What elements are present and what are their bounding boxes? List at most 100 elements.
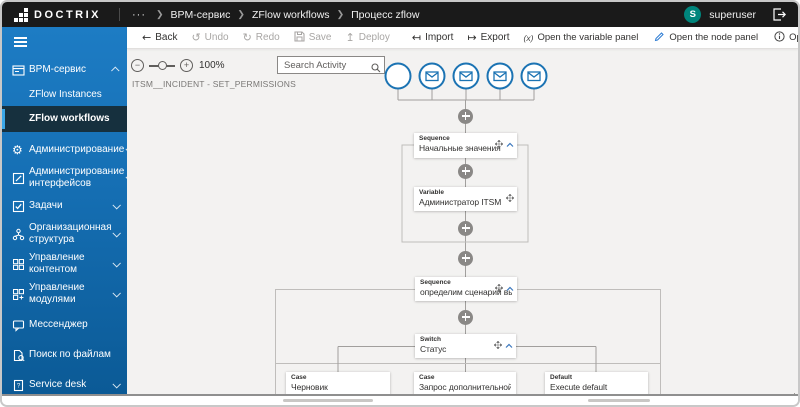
- pencil-icon: [654, 31, 665, 45]
- chevron-down-icon: [112, 229, 122, 238]
- node-case-2[interactable]: Case Запрос дополнительной и...: [414, 372, 516, 394]
- messenger-icon: [12, 319, 29, 332]
- zoom-slider-knob[interactable]: [158, 60, 167, 70]
- sidebar-item-tasks[interactable]: Задачи: [2, 193, 127, 219]
- collapse-icon[interactable]: [506, 135, 514, 153]
- resize-grip[interactable]: [791, 393, 795, 394]
- collapse-icon[interactable]: [506, 279, 514, 297]
- avatar[interactable]: S: [684, 6, 702, 23]
- open-workflow-panel-button[interactable]: Open the workflow panel: [767, 30, 798, 45]
- add-node-button[interactable]: [458, 220, 473, 236]
- move-handle-icon[interactable]: [505, 189, 515, 207]
- export-button[interactable]: ↦ Export: [467, 31, 510, 44]
- logo[interactable]: DOCTRIX: [2, 7, 111, 22]
- node-type: Case: [291, 374, 307, 381]
- move-handle-icon[interactable]: [493, 336, 503, 354]
- sidebar-item-zflow-workflows[interactable]: ZFlow workflows: [2, 106, 127, 133]
- sidebar-item-org-structure[interactable]: Организационная структура: [2, 219, 127, 249]
- svg-text:?: ?: [17, 383, 21, 390]
- node-sequence-2[interactable]: Sequence определим сценарий выд...: [415, 277, 517, 301]
- add-node-button[interactable]: [458, 309, 473, 325]
- sidebar-item-label: Service desk: [29, 379, 87, 391]
- interface-admin-icon: [12, 172, 29, 185]
- overflow-menu-button[interactable]: ···: [132, 8, 146, 21]
- breadcrumb: ❯ BPM-сервис ❯ ZFlow workflows ❯ Процесс…: [156, 9, 419, 21]
- chevron-right-icon: ❯: [237, 9, 245, 19]
- workflow-canvas[interactable]: − + 100% ITSM__INCIDENT - SET_PERMISSION…: [127, 49, 798, 394]
- node-type: Case: [419, 374, 435, 381]
- sidebar-item-label: Администрирование интерфейсов: [29, 166, 125, 190]
- logout-icon[interactable]: [772, 8, 786, 21]
- chevron-down-icon: [112, 289, 121, 298]
- node-type: Sequence: [420, 279, 451, 286]
- import-icon: ↤: [411, 31, 422, 44]
- back-arrow-icon: ←: [142, 31, 152, 44]
- open-variable-panel-button[interactable]: (x) Open the variable panel: [523, 32, 639, 43]
- message-event-node[interactable]: [418, 62, 446, 90]
- sidebar-item-bpm-service[interactable]: BPM-сервис: [2, 57, 127, 83]
- doctrix-blocks-icon: [14, 7, 28, 22]
- message-event-node[interactable]: [452, 62, 480, 90]
- sidebar-item-service-desk[interactable]: ? Service desk: [2, 372, 127, 394]
- chevron-down-icon: [112, 201, 121, 210]
- sidebar-item-label: Задачи: [29, 200, 63, 212]
- message-event-icon: [493, 71, 507, 82]
- clipped-content-fragment: [283, 399, 373, 402]
- move-handle-icon[interactable]: [494, 135, 504, 153]
- sidebar-item-interface-admin[interactable]: Администрирование интерфейсов: [2, 163, 127, 193]
- hamburger-menu-icon[interactable]: [2, 27, 127, 53]
- sidebar-item-label: ZFlow workflows: [29, 113, 110, 125]
- sidebar-item-file-search[interactable]: Поиск по файлам: [2, 342, 127, 368]
- node-type: Switch: [420, 336, 441, 343]
- message-event-icon: [459, 71, 473, 82]
- undo-button[interactable]: ↺ Undo: [191, 31, 229, 44]
- chevron-down-icon: [112, 259, 121, 268]
- export-icon: ↦: [467, 31, 477, 44]
- search-activity-input[interactable]: [277, 56, 385, 74]
- sidebar-item-administration[interactable]: ⚙ Администрирование: [2, 137, 127, 163]
- node-name: Запрос дополнительной и...: [419, 382, 511, 393]
- move-handle-icon[interactable]: [494, 279, 504, 297]
- node-sequence-1[interactable]: Sequence Начальные значения: [414, 133, 517, 158]
- node-variable-1[interactable]: Variable Администратор ITSM: [414, 187, 517, 211]
- zoom-in-button[interactable]: +: [180, 59, 193, 72]
- add-node-button[interactable]: [458, 250, 473, 266]
- node-name: Execute default: [550, 382, 608, 393]
- sidebar-item-label: BPM-сервис: [29, 64, 87, 76]
- username: superuser: [709, 8, 756, 21]
- open-node-panel-button[interactable]: Open the node panel: [647, 31, 765, 45]
- redo-button[interactable]: ↻ Redo: [242, 31, 280, 44]
- zoom-level: 100%: [199, 60, 225, 71]
- add-node-button[interactable]: [458, 163, 473, 179]
- node-switch-1[interactable]: Switch Статус: [415, 334, 516, 358]
- collapse-icon[interactable]: [505, 336, 513, 354]
- breadcrumb-item-workflows[interactable]: ZFlow workflows: [251, 8, 330, 21]
- start-event-node[interactable]: [384, 62, 412, 90]
- process-title: ITSM__INCIDENT - SET_PERMISSIONS: [132, 79, 296, 89]
- node-case-1[interactable]: Case Черновик: [286, 372, 390, 394]
- save-button[interactable]: Save: [287, 30, 339, 45]
- sidebar-item-messenger[interactable]: Мессенджер: [2, 312, 127, 338]
- zoom-slider[interactable]: [149, 60, 175, 70]
- breadcrumb-item-process[interactable]: Процесс zflow: [351, 8, 420, 21]
- sidebar-item-label: Поиск по файлам: [29, 349, 111, 361]
- message-event-node[interactable]: [486, 62, 514, 90]
- node-default-1[interactable]: Default Execute default: [545, 372, 648, 394]
- add-node-button[interactable]: [458, 108, 473, 124]
- zoom-out-button[interactable]: −: [131, 59, 144, 72]
- chevron-right-icon: ❯: [156, 9, 164, 19]
- sidebar-item-content-mgmt[interactable]: Управление контентом: [2, 249, 127, 279]
- deploy-button[interactable]: ↥ Deploy: [345, 31, 390, 44]
- node-name: Начальные значения: [419, 143, 501, 154]
- node-type: Sequence: [419, 135, 450, 142]
- sidebar-item-modules-mgmt[interactable]: Управление модулями: [2, 279, 127, 309]
- logo-text: DOCTRIX: [34, 8, 101, 21]
- node-name: определим сценарий выд...: [420, 287, 512, 298]
- message-event-node[interactable]: [520, 62, 548, 90]
- sidebar: BPM-сервис ZFlow Instances ZFlow workflo…: [2, 27, 127, 394]
- import-button[interactable]: ↤ Import: [411, 31, 454, 44]
- back-button[interactable]: ← Back: [142, 31, 178, 44]
- breadcrumb-item-bpm[interactable]: BPM-сервис: [170, 8, 231, 21]
- sidebar-item-zflow-instances[interactable]: ZFlow Instances: [2, 83, 127, 106]
